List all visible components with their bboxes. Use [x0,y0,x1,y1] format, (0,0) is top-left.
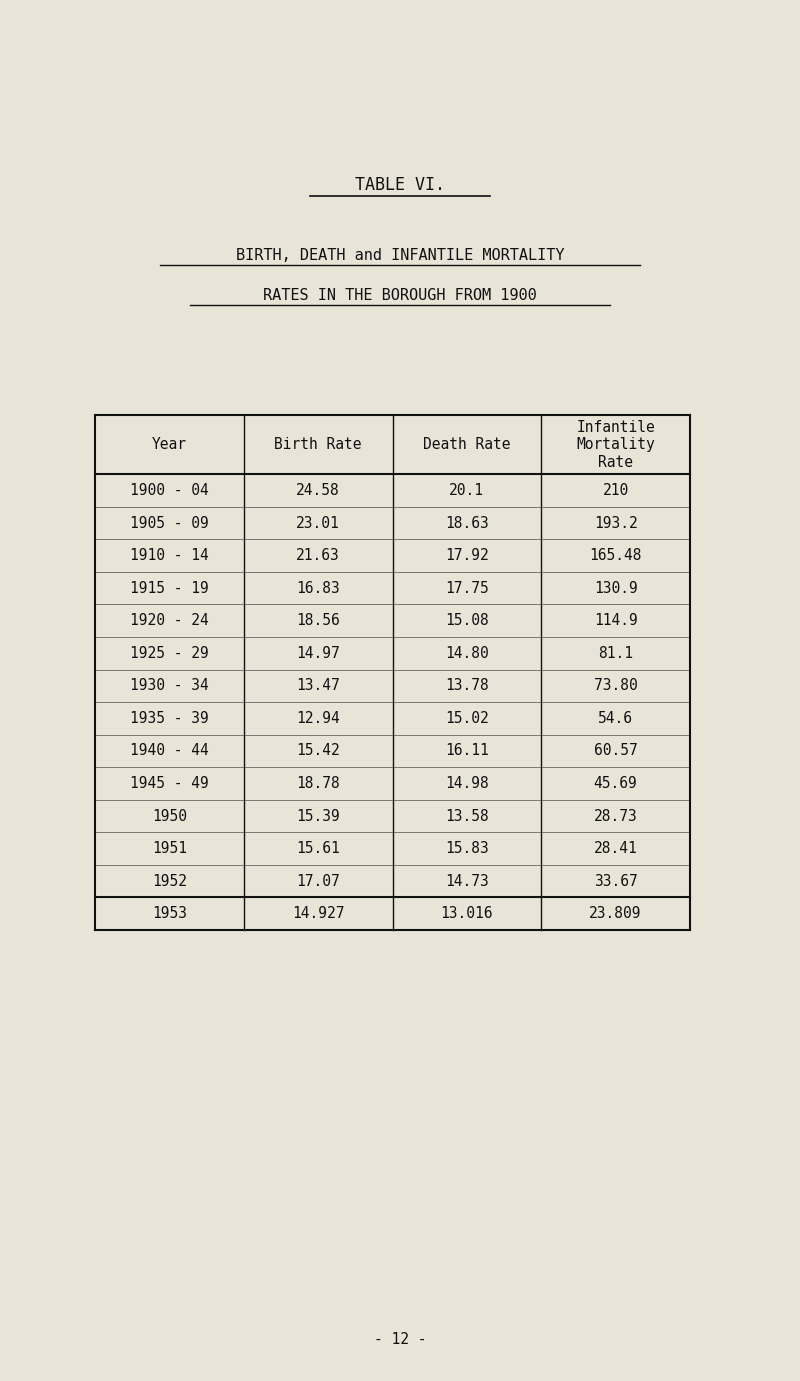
Text: 193.2: 193.2 [594,515,638,530]
Text: 1915 - 19: 1915 - 19 [130,580,209,595]
Text: 114.9: 114.9 [594,613,638,628]
Text: 23.01: 23.01 [296,515,340,530]
Text: 14.927: 14.927 [292,906,344,921]
Text: 210: 210 [602,483,629,499]
Text: 23.809: 23.809 [590,906,642,921]
Text: 33.67: 33.67 [594,874,638,888]
Text: 28.73: 28.73 [594,808,638,823]
Text: 165.48: 165.48 [590,548,642,563]
Text: 16.11: 16.11 [445,743,489,758]
Text: 18.63: 18.63 [445,515,489,530]
Text: Death Rate: Death Rate [423,438,510,452]
Text: 18.56: 18.56 [296,613,340,628]
Text: 13.58: 13.58 [445,808,489,823]
Text: - 12 -: - 12 - [374,1333,426,1348]
Text: 24.58: 24.58 [296,483,340,499]
Text: RATES IN THE BOROUGH FROM 1900: RATES IN THE BOROUGH FROM 1900 [263,287,537,302]
Text: 1930 - 34: 1930 - 34 [130,678,209,693]
Text: 15.42: 15.42 [296,743,340,758]
Text: 60.57: 60.57 [594,743,638,758]
Text: 18.78: 18.78 [296,776,340,791]
Text: 1900 - 04: 1900 - 04 [130,483,209,499]
Text: 1953: 1953 [152,906,187,921]
Text: 1940 - 44: 1940 - 44 [130,743,209,758]
Text: 15.83: 15.83 [445,841,489,856]
Text: 1945 - 49: 1945 - 49 [130,776,209,791]
Text: 12.94: 12.94 [296,711,340,726]
Text: 81.1: 81.1 [598,646,633,660]
Text: 73.80: 73.80 [594,678,638,693]
Text: 14.97: 14.97 [296,646,340,660]
Text: 54.6: 54.6 [598,711,633,726]
Text: 17.07: 17.07 [296,874,340,888]
Text: 20.1: 20.1 [450,483,484,499]
Text: 13.47: 13.47 [296,678,340,693]
Text: 14.80: 14.80 [445,646,489,660]
Text: 17.75: 17.75 [445,580,489,595]
Text: 15.61: 15.61 [296,841,340,856]
Text: 16.83: 16.83 [296,580,340,595]
Text: Year: Year [152,438,187,452]
Text: TABLE VI.: TABLE VI. [355,175,445,193]
Text: 1952: 1952 [152,874,187,888]
Text: 15.08: 15.08 [445,613,489,628]
Text: 1925 - 29: 1925 - 29 [130,646,209,660]
Text: 1935 - 39: 1935 - 39 [130,711,209,726]
Text: 14.73: 14.73 [445,874,489,888]
Text: 15.39: 15.39 [296,808,340,823]
Text: 15.02: 15.02 [445,711,489,726]
Text: 28.41: 28.41 [594,841,638,856]
Text: 1920 - 24: 1920 - 24 [130,613,209,628]
Text: 45.69: 45.69 [594,776,638,791]
Text: 1910 - 14: 1910 - 14 [130,548,209,563]
Text: BIRTH, DEATH and INFANTILE MORTALITY: BIRTH, DEATH and INFANTILE MORTALITY [236,247,564,262]
Text: Birth Rate: Birth Rate [274,438,362,452]
Text: 14.98: 14.98 [445,776,489,791]
Text: 1905 - 09: 1905 - 09 [130,515,209,530]
Text: 13.78: 13.78 [445,678,489,693]
Text: 17.92: 17.92 [445,548,489,563]
Text: 1950: 1950 [152,808,187,823]
Text: 21.63: 21.63 [296,548,340,563]
Text: 1951: 1951 [152,841,187,856]
Text: Infantile
Mortality
Rate: Infantile Mortality Rate [576,420,655,470]
Text: 13.016: 13.016 [441,906,493,921]
Text: 130.9: 130.9 [594,580,638,595]
